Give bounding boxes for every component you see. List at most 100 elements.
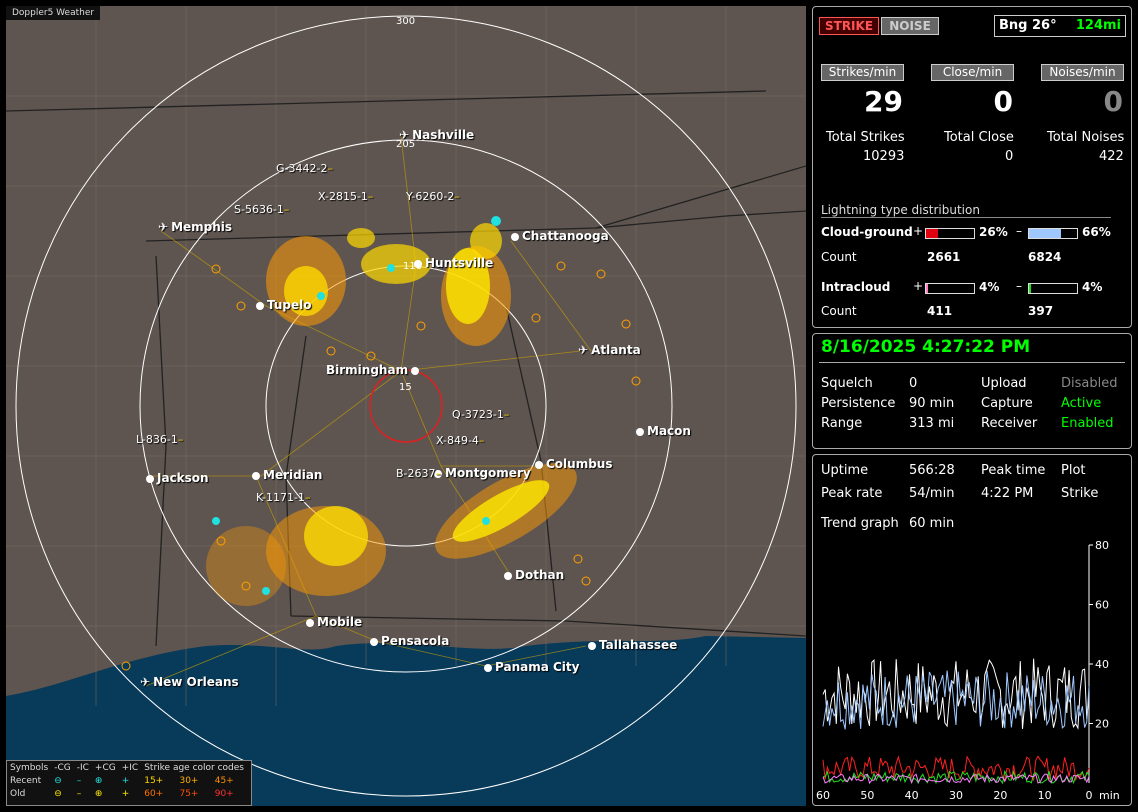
city-dot-icon (252, 471, 260, 480)
upload-value: Disabled (1061, 376, 1118, 391)
squelch-value: 0 (909, 376, 918, 391)
peak-time-label: Peak time (981, 463, 1046, 478)
trend-series-2 (822, 755, 1090, 782)
strike-tag[interactable]: Y-6260-2– (406, 190, 460, 203)
total-close-label: Total Close (944, 130, 1014, 145)
x-tick-label: 10 (1038, 789, 1052, 802)
city-chattanooga: Chattanooga (511, 229, 609, 243)
city-name: Huntsville (425, 256, 494, 270)
strike-id: Y-6260-2 (406, 190, 455, 203)
distance-value: 124mi (1075, 18, 1121, 33)
strike-tag[interactable]: G-3442-2– (276, 162, 333, 175)
city-tupelo: Tupelo (256, 298, 312, 312)
legend-col-ic-pos: +IC (121, 762, 139, 773)
city-name: Memphis (171, 220, 233, 234)
upload-label: Upload (981, 376, 1027, 391)
airport-icon: ✈ (578, 343, 589, 357)
city-dothan: Dothan (504, 568, 564, 582)
ring-label-center: 15 (399, 382, 412, 393)
total-noises-value: 422 (1099, 149, 1124, 164)
strike-id: Q-3723-1 (452, 408, 504, 421)
range-rings (15, 15, 797, 797)
trend-label: Trend graph (821, 516, 899, 531)
old-cg-pos-icon: ⊕ (94, 788, 103, 799)
peak-rate-label: Peak rate (821, 486, 883, 501)
strike-tag[interactable]: X-849-4– (436, 434, 484, 447)
distribution-title: Lightning type distribution (821, 203, 1111, 218)
strike-tag[interactable]: K-1171-1– (256, 491, 311, 504)
x-tick-label: 30 (949, 789, 963, 802)
strike-clusters (206, 216, 577, 606)
city-atlanta: ✈ Atlanta (578, 343, 641, 357)
old-age-75: 75+ (179, 788, 199, 799)
city-pensacola: Pensacola (370, 634, 449, 648)
trend-graph: 80 60 40 20 60 50 40 30 20 10 0 min (816, 539, 1120, 802)
legend-col-ic-neg: -IC (76, 762, 89, 773)
receiver-value: Enabled (1061, 416, 1114, 431)
city-dot-icon (434, 469, 442, 478)
y-tick-label: 20 (1095, 718, 1109, 731)
strike-tag[interactable]: Q-3723-1– (452, 408, 509, 421)
city-name: New Orleans (153, 675, 239, 689)
city-name: Montgomery (445, 466, 531, 480)
city-name: Columbus (546, 457, 613, 471)
city-name: Birmingham (326, 363, 409, 377)
noise-mode-button[interactable]: NOISE (881, 17, 939, 35)
airport-icon: ✈ (399, 128, 410, 142)
intracloud-label: Intracloud (821, 280, 891, 294)
strike-id: B-2637 (396, 467, 436, 480)
range-value: 313 mi (909, 416, 955, 431)
city-dot-icon (256, 301, 264, 310)
city-dot-icon (636, 427, 644, 436)
old-age-60: 60+ (144, 788, 164, 799)
strike-tag[interactable]: X-2815-1– (318, 190, 373, 203)
lightning-map[interactable]: Doppler5 Weather 300 205 110 15 ✈ Nashvil… (6, 6, 806, 806)
strike-tag[interactable]: B-2637– (396, 467, 441, 480)
city-dot-icon (484, 663, 492, 672)
cg-pos-percent: 26% (979, 225, 1008, 239)
total-close-value: 0 (1005, 149, 1014, 164)
receiver-label: Receiver (981, 416, 1038, 431)
ring-label-inner: 110 (403, 261, 423, 272)
city-name: Macon (647, 424, 691, 438)
recent-cg-neg-icon: ⊖ (54, 775, 62, 786)
squelch-label: Squelch (821, 376, 873, 391)
strike-tag[interactable]: L-836-1– (136, 433, 183, 446)
noises-per-min-value: 0 (1103, 85, 1123, 118)
recent-age-15: 15+ (144, 775, 164, 786)
city-columbus: Columbus (535, 457, 613, 471)
city-meridian: Meridian (252, 468, 322, 482)
scattered-strikes (121, 261, 641, 671)
strike-tag[interactable]: S-5636-1– (234, 203, 289, 216)
city-dot-icon (411, 366, 420, 375)
city-dot-icon (511, 232, 519, 241)
total-noises-label: Total Noises (1047, 130, 1125, 145)
strike-id: G-3442-2 (276, 162, 328, 175)
bearing-value: Bng 26° (999, 18, 1057, 33)
strike-symbol-icon: – (478, 434, 485, 447)
strike-id: X-849-4 (436, 434, 479, 447)
trend-series-1 (822, 670, 1090, 730)
strike-id: X-2815-1 (318, 190, 368, 203)
ring-label-mid: 205 (396, 139, 416, 150)
ic-pos-sign: + (913, 279, 924, 293)
x-tick-label: 40 (905, 789, 919, 802)
legend-col-cg-pos: +CG (94, 762, 116, 773)
legend-col-cg-neg: -CG (54, 762, 71, 773)
close-per-min-value: 0 (993, 85, 1013, 118)
strike-symbol-icon: – (283, 203, 290, 216)
city-panama-city: Panama City (484, 660, 579, 674)
city-jackson: Jackson (146, 471, 209, 485)
y-tick-label: 60 (1095, 599, 1109, 612)
strike-symbol-icon: – (435, 467, 442, 480)
strike-mode-button[interactable]: STRIKE (819, 17, 879, 35)
strike-id: L-836-1 (136, 433, 178, 446)
cg-count-label: Count (821, 250, 857, 264)
city-dot-icon (146, 474, 154, 483)
total-strikes-value: 10293 (863, 149, 905, 164)
ring-label-outer: 300 (396, 16, 416, 27)
city-birmingham: Birmingham (326, 363, 422, 377)
x-axis-label: min (1099, 789, 1120, 802)
city-mobile: Mobile (306, 615, 362, 629)
peak-rate-value: 54/min (909, 486, 955, 501)
